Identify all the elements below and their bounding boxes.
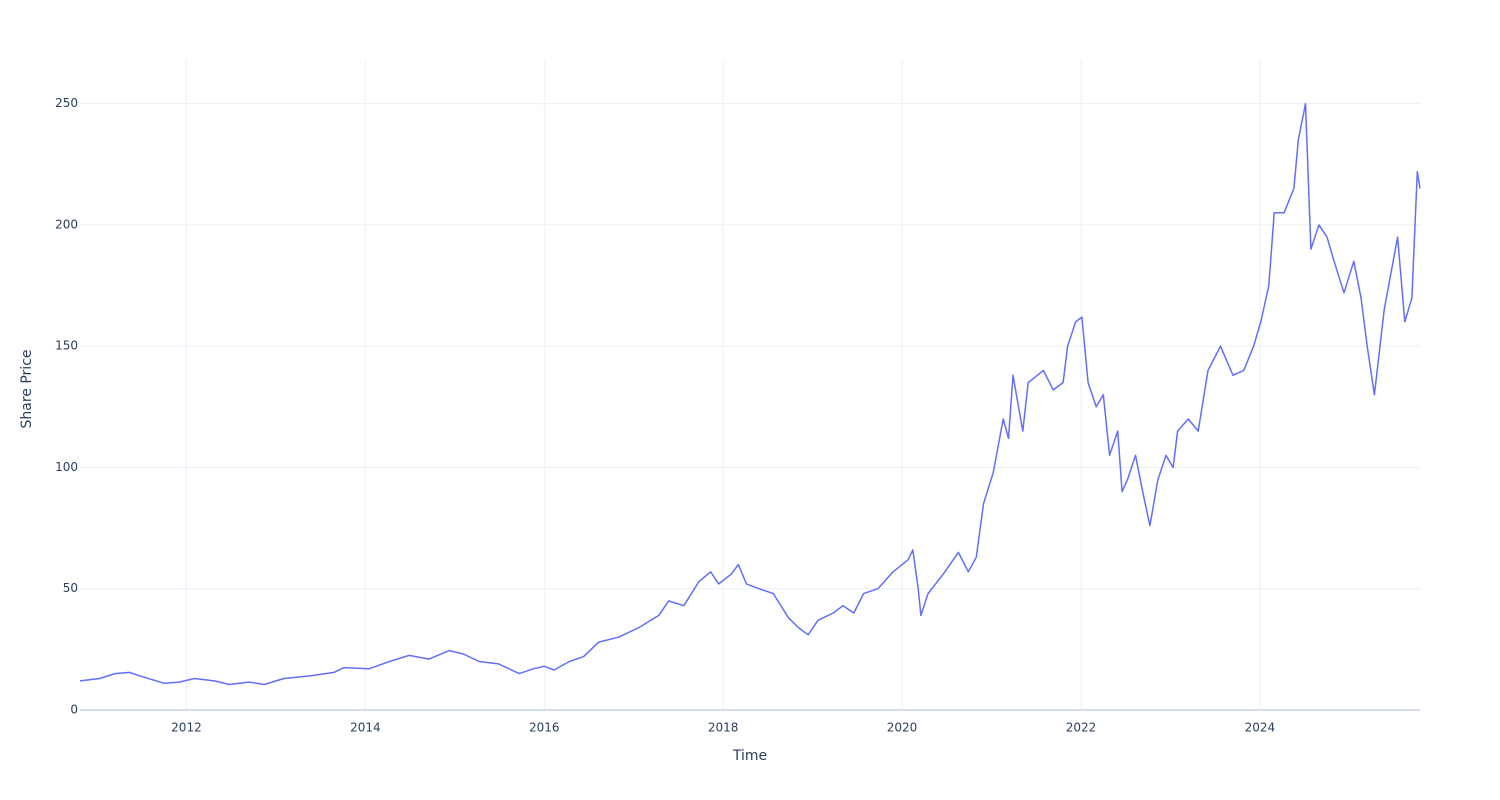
x-tick-label: 2024 (1245, 721, 1276, 735)
x-axis-title: Time (732, 748, 767, 764)
y-tick-label: 250 (55, 96, 78, 110)
x-tick-label: 2022 (1066, 721, 1097, 735)
y-tick-label: 100 (55, 460, 78, 474)
y-tick-label: 50 (63, 581, 78, 595)
x-tick-label: 2014 (350, 721, 381, 735)
y-tick-label: 200 (55, 217, 78, 231)
x-tick-label: 2012 (171, 721, 202, 735)
y-tick-label: 0 (70, 703, 78, 717)
y-tick-label: 150 (55, 339, 78, 353)
y-axis-title: Share Price (19, 349, 35, 428)
x-tick-label: 2020 (887, 721, 918, 735)
x-tick-label: 2016 (529, 721, 560, 735)
line-series (79, 102, 1421, 686)
x-tick-label: 2018 (708, 721, 739, 735)
